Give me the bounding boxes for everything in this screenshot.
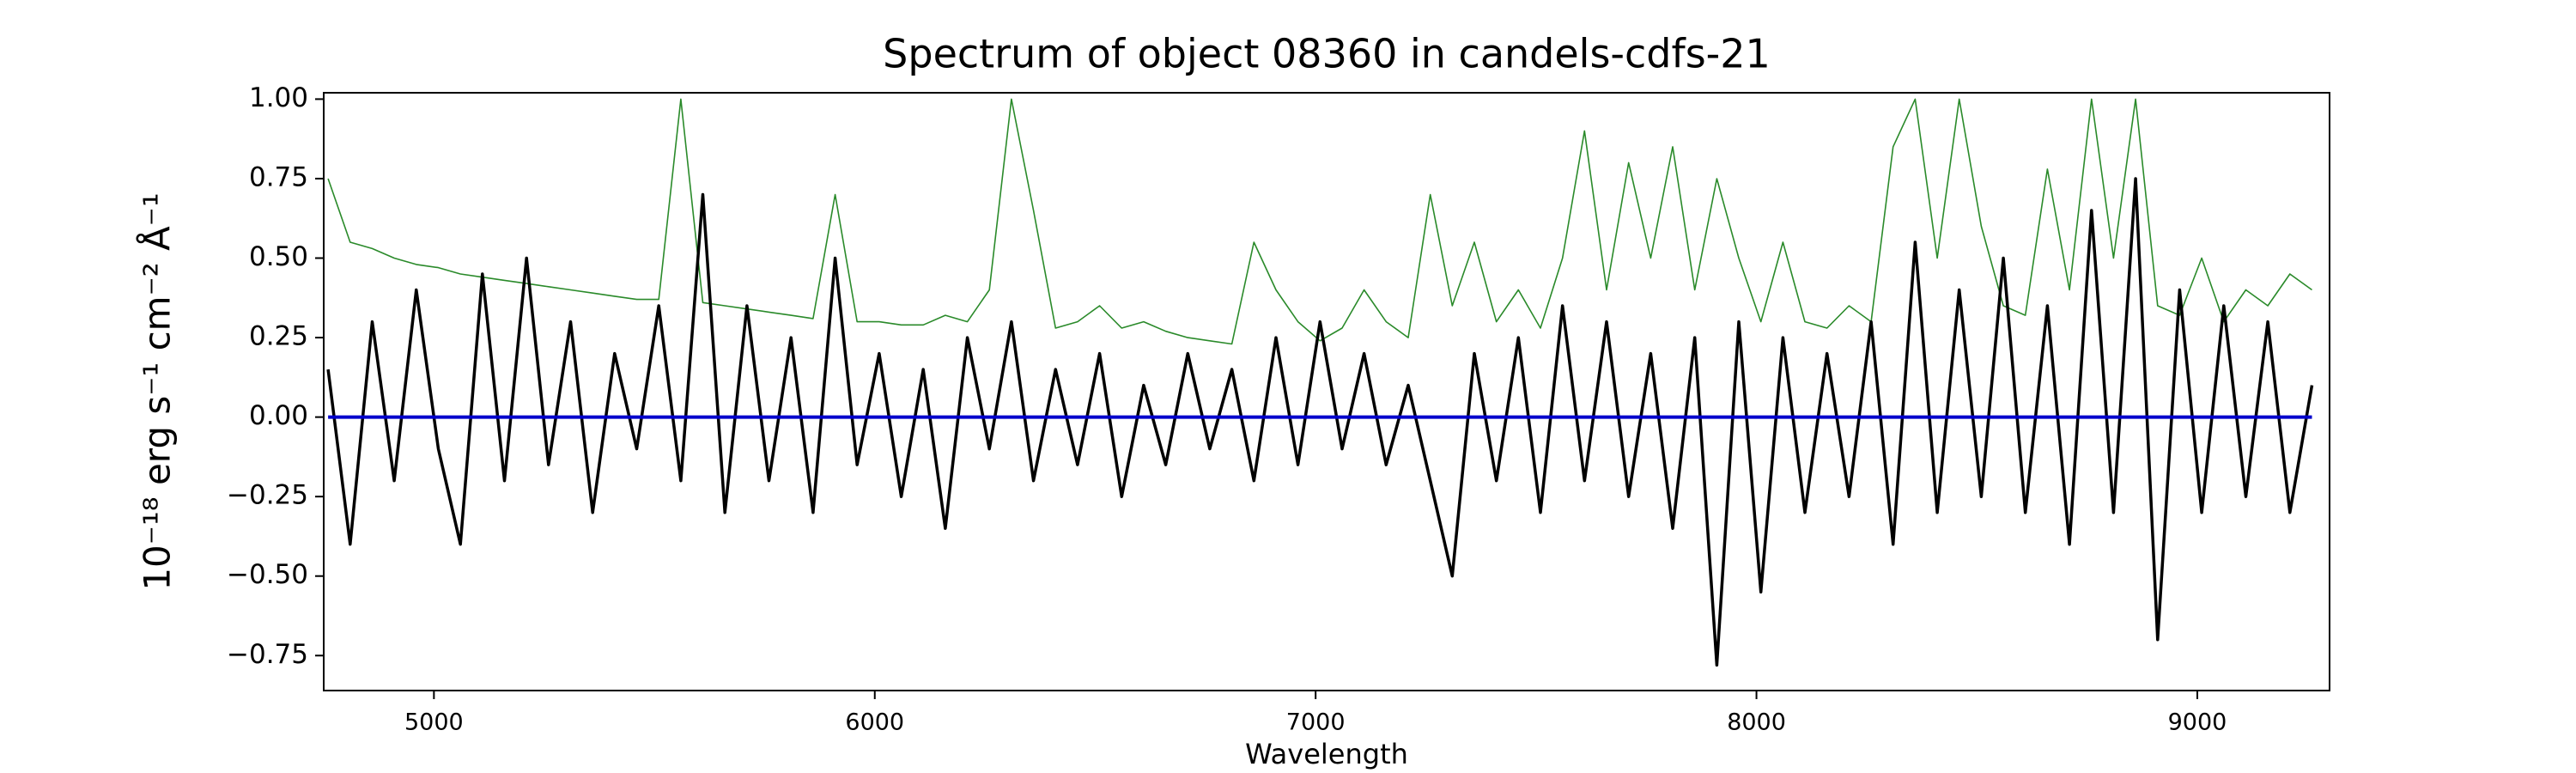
x-tick-label: 6000	[845, 709, 904, 736]
plot-area	[326, 98, 2314, 667]
x-tick-label: 7000	[1286, 709, 1346, 736]
y-axis-label: 10⁻¹⁸ erg s⁻¹ cm⁻² Å⁻¹	[136, 192, 179, 590]
chart-title: Spectrum of object 08360 in candels-cdfs…	[883, 31, 1771, 77]
y-tick-label: 0.75	[249, 161, 308, 192]
y-tick-label: 0.00	[249, 400, 308, 431]
y-tick-label: −0.25	[227, 480, 308, 511]
y-tick-label: 1.00	[249, 82, 308, 113]
y-tick-label: 0.25	[249, 321, 308, 352]
y-tick-label: −0.75	[227, 639, 308, 670]
spectrum-line	[326, 177, 2314, 667]
x-tick-label: 9000	[2168, 709, 2227, 736]
x-tick-label: 5000	[404, 709, 464, 736]
x-tick-label: 8000	[1727, 709, 1786, 736]
x-axis-label: Wavelength	[1245, 738, 1408, 770]
y-tick-label: 0.50	[249, 241, 308, 272]
y-tick-label: −0.50	[227, 559, 308, 590]
axes-frame	[323, 92, 2330, 691]
spectrum-line	[327, 98, 2312, 345]
